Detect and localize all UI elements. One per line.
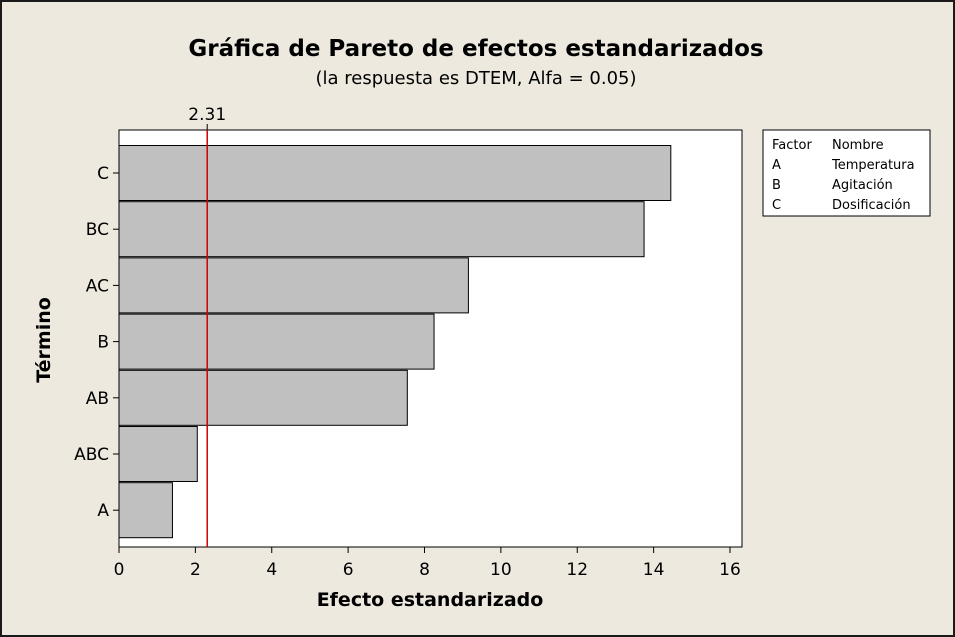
y-tick-label: A [97,501,109,521]
legend-name: Temperatura [831,158,915,173]
x-axis-title: Efecto estandarizado [317,589,544,611]
x-axis: 0 2 4 6 8 10 12 14 16 [114,547,741,580]
legend-factor: C [772,198,781,213]
x-tick-label: 2 [190,560,201,580]
y-tick-label: B [97,333,109,353]
bar-bc [118,201,645,258]
bar-b [118,313,435,370]
reference-line-group: 2.31 [188,105,226,547]
legend-factor: B [772,178,781,193]
y-tick-label: ABC [74,445,109,465]
x-tick-label: 6 [343,560,354,580]
y-tick-label: C [97,164,109,184]
x-tick-label: 10 [490,560,512,580]
bar-c [118,145,672,201]
legend: Factor Nombre A Temperatura B Agitación C Dosif… [762,129,931,217]
bar-a [118,482,173,539]
x-tick-label: 16 [719,560,741,580]
x-tick-label: 8 [419,560,430,580]
x-tick-label: 14 [643,560,665,580]
legend-factor: A [772,158,781,173]
y-tick-label: AB [86,389,109,409]
x-tick-label: 4 [266,560,277,580]
bars [118,145,672,539]
y-axis-title: Término [33,297,55,383]
legend-name: Agitación [832,178,893,193]
bar-ac [118,257,469,314]
x-tick-label: 12 [566,560,588,580]
reference-line-label: 2.31 [188,105,226,125]
y-tick-label: BC [86,220,109,240]
y-axis: C BC AC B AB ABC A [74,164,119,521]
chart-title: Gráfica de Pareto de efectos estandariza… [188,36,763,62]
legend-header-factor: Factor [772,138,812,153]
chart-subtitle: (la respuesta es DTEM, Alfa = 0.05) [315,68,636,89]
y-tick-label: AC [86,276,109,296]
bar-ab [118,369,408,426]
bar-abc [118,426,198,482]
legend-box [762,129,931,217]
legend-name: Dosificación [832,198,911,213]
legend-header-name: Nombre [832,138,884,153]
x-tick-label: 0 [114,560,125,580]
